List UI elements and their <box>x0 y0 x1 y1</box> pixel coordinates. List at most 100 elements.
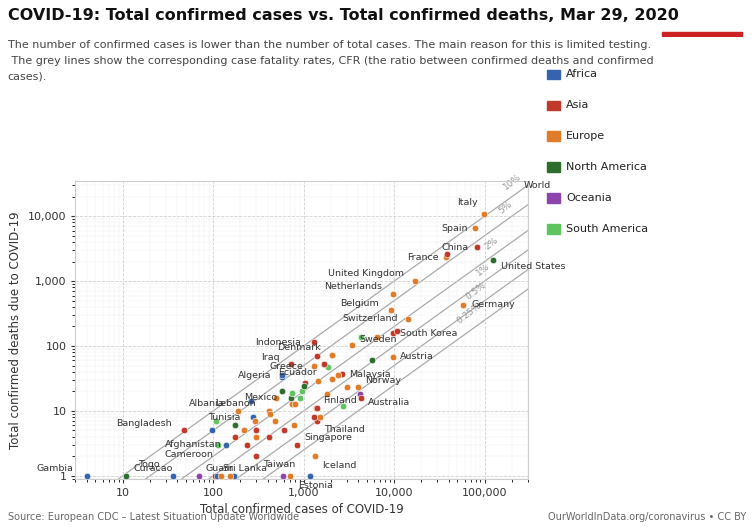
Point <box>276 387 288 396</box>
Point <box>167 471 179 480</box>
Point <box>269 417 281 425</box>
Point <box>551 181 563 189</box>
Point <box>278 426 290 435</box>
Point <box>263 406 275 415</box>
Point <box>276 371 288 379</box>
Point <box>470 243 483 252</box>
Point <box>314 413 326 421</box>
Point <box>284 471 296 480</box>
Point <box>296 387 308 396</box>
Point <box>321 390 333 398</box>
Text: Finland: Finland <box>323 396 357 405</box>
Point <box>402 314 414 323</box>
Text: Gambia: Gambia <box>37 464 74 473</box>
Point <box>289 400 301 408</box>
Point <box>286 388 298 397</box>
Point <box>210 417 222 425</box>
Text: Our World: Our World <box>674 6 730 16</box>
Point <box>192 471 204 480</box>
Text: 2%: 2% <box>483 236 500 251</box>
Point <box>308 338 320 346</box>
Text: Bangladesh: Bangladesh <box>116 419 171 428</box>
Text: Italy: Italy <box>457 198 477 207</box>
Point <box>238 426 250 435</box>
Point <box>326 375 338 383</box>
Point <box>241 440 253 449</box>
Point <box>336 370 348 378</box>
Point <box>178 426 190 435</box>
Text: The number of confirmed cases is lower than the number of total cases. The main : The number of confirmed cases is lower t… <box>8 40 651 50</box>
Text: Germany: Germany <box>472 300 516 309</box>
Point <box>286 400 298 408</box>
Point <box>247 413 259 421</box>
Point <box>294 394 306 402</box>
Text: Malaysia: Malaysia <box>349 370 391 379</box>
Text: COVID-19: Total confirmed cases vs. Total confirmed deaths, Mar 29, 2020: COVID-19: Total confirmed cases vs. Tota… <box>8 8 679 23</box>
Text: Togo: Togo <box>139 460 160 469</box>
Point <box>250 426 262 435</box>
Text: Sri Lanka: Sri Lanka <box>222 464 267 473</box>
Point <box>284 394 296 402</box>
Text: 1%: 1% <box>474 261 491 277</box>
Point <box>387 329 399 337</box>
Point <box>291 440 303 449</box>
Text: South America: South America <box>566 224 648 234</box>
Point <box>231 406 244 415</box>
Point <box>276 373 288 381</box>
Text: Sweden: Sweden <box>360 335 397 344</box>
Text: Iraq: Iraq <box>262 353 280 362</box>
X-axis label: Total confirmed cases of COVID-19: Total confirmed cases of COVID-19 <box>200 503 403 517</box>
Point <box>229 433 241 441</box>
Point <box>486 256 498 264</box>
Point <box>250 452 262 461</box>
Text: The grey lines show the corresponding case fatality rates, CFR (the ratio betwee: The grey lines show the corresponding ca… <box>8 56 653 66</box>
Point <box>354 333 366 342</box>
Text: United States: United States <box>501 262 566 271</box>
Text: Tunisia: Tunisia <box>208 413 241 422</box>
Text: Norway: Norway <box>366 376 401 385</box>
Text: 0.5%: 0.5% <box>464 280 488 302</box>
Text: Australia: Australia <box>368 398 410 407</box>
Text: Indonesia: Indonesia <box>255 338 301 347</box>
Text: Denmark: Denmark <box>277 343 320 352</box>
Text: Estonia: Estonia <box>298 480 333 489</box>
Point <box>387 289 399 298</box>
Point <box>216 471 228 480</box>
Bar <box>662 32 742 36</box>
Text: 0.25%: 0.25% <box>455 301 483 326</box>
Point <box>277 371 289 380</box>
Text: Source: European CDC – Latest Situation Update Worldwide: Source: European CDC – Latest Situation … <box>8 512 299 522</box>
Text: Switzerland: Switzerland <box>342 314 398 323</box>
Point <box>250 417 262 425</box>
Point <box>346 340 358 349</box>
Point <box>322 362 334 371</box>
Point <box>355 394 367 402</box>
Point <box>207 426 219 435</box>
Point <box>245 397 257 406</box>
Point <box>441 250 453 258</box>
Y-axis label: Total confirmed deaths due to COVID-19: Total confirmed deaths due to COVID-19 <box>9 211 23 448</box>
Text: Mexico: Mexico <box>244 393 277 402</box>
Point <box>337 402 349 410</box>
Text: 5%: 5% <box>497 200 514 215</box>
Text: Austria: Austria <box>400 352 434 361</box>
Point <box>311 417 323 425</box>
Point <box>263 433 275 441</box>
Text: Curacao: Curacao <box>133 464 173 473</box>
Text: France: France <box>406 253 438 262</box>
Point <box>478 210 490 218</box>
Text: Europe: Europe <box>566 131 605 141</box>
Text: in Data: in Data <box>682 19 722 29</box>
Point <box>311 404 323 412</box>
Point <box>264 410 276 418</box>
Text: Africa: Africa <box>566 70 598 79</box>
Text: Ecuador: Ecuador <box>277 369 317 378</box>
Point <box>409 276 421 285</box>
Text: Cameroon: Cameroon <box>164 450 213 459</box>
Text: North America: North America <box>566 162 647 172</box>
Point <box>326 351 338 360</box>
Text: United Kingdom: United Kingdom <box>328 269 404 278</box>
Point <box>263 406 275 415</box>
Text: Singapore: Singapore <box>304 433 352 442</box>
Text: cases).: cases). <box>8 72 47 82</box>
